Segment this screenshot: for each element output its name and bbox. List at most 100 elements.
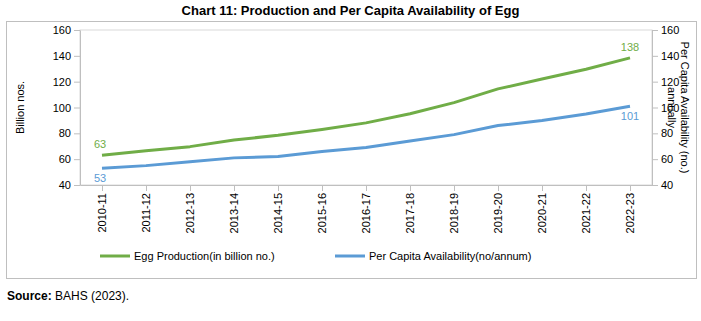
- tick: 2022-23: [624, 185, 636, 233]
- tick-mark: [498, 185, 499, 191]
- tick-label: 2020-21: [536, 193, 548, 233]
- tick-label: 2017-18: [404, 193, 416, 233]
- tick: 160: [652, 24, 679, 36]
- y2-axis-title: Per Capita Availability (no.)annually: [666, 42, 691, 174]
- tick-label: 2018-19: [448, 193, 460, 233]
- tick-label: 2010-11: [96, 193, 108, 233]
- tick-mark: [146, 185, 147, 191]
- outer-frame: [7, 22, 697, 279]
- plot-frame: [80, 30, 652, 185]
- tick-mark: [652, 185, 658, 186]
- tick-mark: [652, 159, 658, 160]
- tick: 80: [59, 127, 80, 139]
- tick-mark: [74, 108, 80, 109]
- source: Source: BAHS (2023).: [7, 289, 129, 303]
- tick-mark: [278, 185, 279, 191]
- tick-label: 2011-12: [140, 193, 152, 233]
- data-label: 53: [94, 172, 106, 184]
- tick-label: 2021-22: [580, 193, 592, 233]
- tick-mark: [74, 30, 80, 31]
- tick-label: 2012-13: [184, 193, 196, 233]
- tick-mark: [586, 185, 587, 191]
- tick: 100: [53, 102, 80, 114]
- tick-label: 160: [53, 24, 71, 36]
- tick-label: 2019-20: [492, 193, 504, 233]
- legend-item: Per Capita Availability(no/annum): [335, 250, 531, 262]
- tick: 2012-13: [184, 185, 196, 233]
- tick-mark: [542, 185, 543, 191]
- tick-label: 160: [661, 24, 679, 36]
- tick-mark: [652, 82, 658, 83]
- series-line: [102, 58, 630, 155]
- tick: 2015-16: [316, 185, 328, 233]
- tick-label: 40: [59, 179, 71, 191]
- data-label: 63: [94, 138, 106, 150]
- legend-label: Egg Production(in billion no.): [134, 250, 275, 262]
- tick: 2011-12: [140, 185, 152, 233]
- tick: 120: [53, 76, 80, 88]
- tick-label: 80: [59, 127, 71, 139]
- tick-mark: [190, 185, 191, 191]
- tick-mark: [74, 185, 80, 186]
- series-line: [102, 106, 630, 168]
- tick-mark: [74, 133, 80, 134]
- tick-label: 100: [53, 102, 71, 114]
- tick-mark: [630, 185, 631, 191]
- plot-marks: [102, 58, 630, 168]
- tick-mark: [234, 185, 235, 191]
- tick-label: 60: [661, 153, 673, 165]
- tick: 120: [652, 76, 679, 88]
- tick: 40: [652, 179, 673, 191]
- tick-mark: [652, 56, 658, 57]
- legend-swatch: [335, 255, 365, 258]
- data-label: 101: [621, 110, 639, 122]
- tick-label: 2016-17: [360, 193, 372, 233]
- tick-mark: [74, 56, 80, 57]
- tick-label: 2014-15: [272, 193, 284, 233]
- tick: 2018-19: [448, 185, 460, 233]
- tick: 2017-18: [404, 185, 416, 233]
- tick: 40: [59, 179, 80, 191]
- tick-label: 2022-23: [624, 193, 636, 233]
- tick: 60: [59, 153, 80, 165]
- y-axis: 40 60 80 100 120 140 160: [53, 24, 81, 191]
- tick-label: 120: [661, 76, 679, 88]
- chart: Chart 11: Production and Per Capita Avai…: [0, 0, 701, 321]
- tick-label: 2015-16: [316, 193, 328, 233]
- tick-mark: [74, 159, 80, 160]
- tick-label: 120: [53, 76, 71, 88]
- data-label: 138: [621, 41, 639, 53]
- tick: 2014-15: [272, 185, 284, 233]
- tick: 160: [53, 24, 80, 36]
- y2-axis: 406080100120140160: [652, 24, 679, 191]
- tick: 140: [53, 50, 80, 62]
- tick: 2013-14: [228, 185, 240, 233]
- tick-mark: [102, 185, 103, 191]
- tick-mark: [652, 30, 658, 31]
- axis-line: [80, 31, 81, 186]
- legend-swatch: [100, 255, 130, 258]
- tick-mark: [322, 185, 323, 191]
- tick: 60: [652, 153, 673, 165]
- tick: 2010-11: [96, 185, 108, 233]
- legend-label: Per Capita Availability(no/annum): [369, 250, 531, 262]
- data-labels: 63 138 53 101: [94, 41, 639, 184]
- tick-label: 2013-14: [228, 193, 240, 233]
- title: Chart 11: Production and Per Capita Avai…: [182, 3, 520, 18]
- tick-mark: [410, 185, 411, 191]
- tick-mark: [652, 133, 658, 134]
- tick: 2021-22: [580, 185, 592, 233]
- tick: 80: [652, 127, 673, 139]
- tick-label: 140: [661, 50, 679, 62]
- tick-label: 80: [661, 127, 673, 139]
- tick: 2019-20: [492, 185, 504, 233]
- tick: 2016-17: [360, 185, 372, 233]
- y-axis-title: Billion nos.: [14, 81, 26, 134]
- x-axis: 2010-11 2011-12 2012-13 2013-14 2014-15 2015-…: [81, 185, 653, 233]
- tick-label: 40: [661, 179, 673, 191]
- legend: Egg Production(in billion no.) Per Capita…: [100, 250, 531, 262]
- tick-mark: [652, 108, 658, 109]
- tick: 140: [652, 50, 679, 62]
- tick: 2020-21: [536, 185, 548, 233]
- tick-label: 60: [59, 153, 71, 165]
